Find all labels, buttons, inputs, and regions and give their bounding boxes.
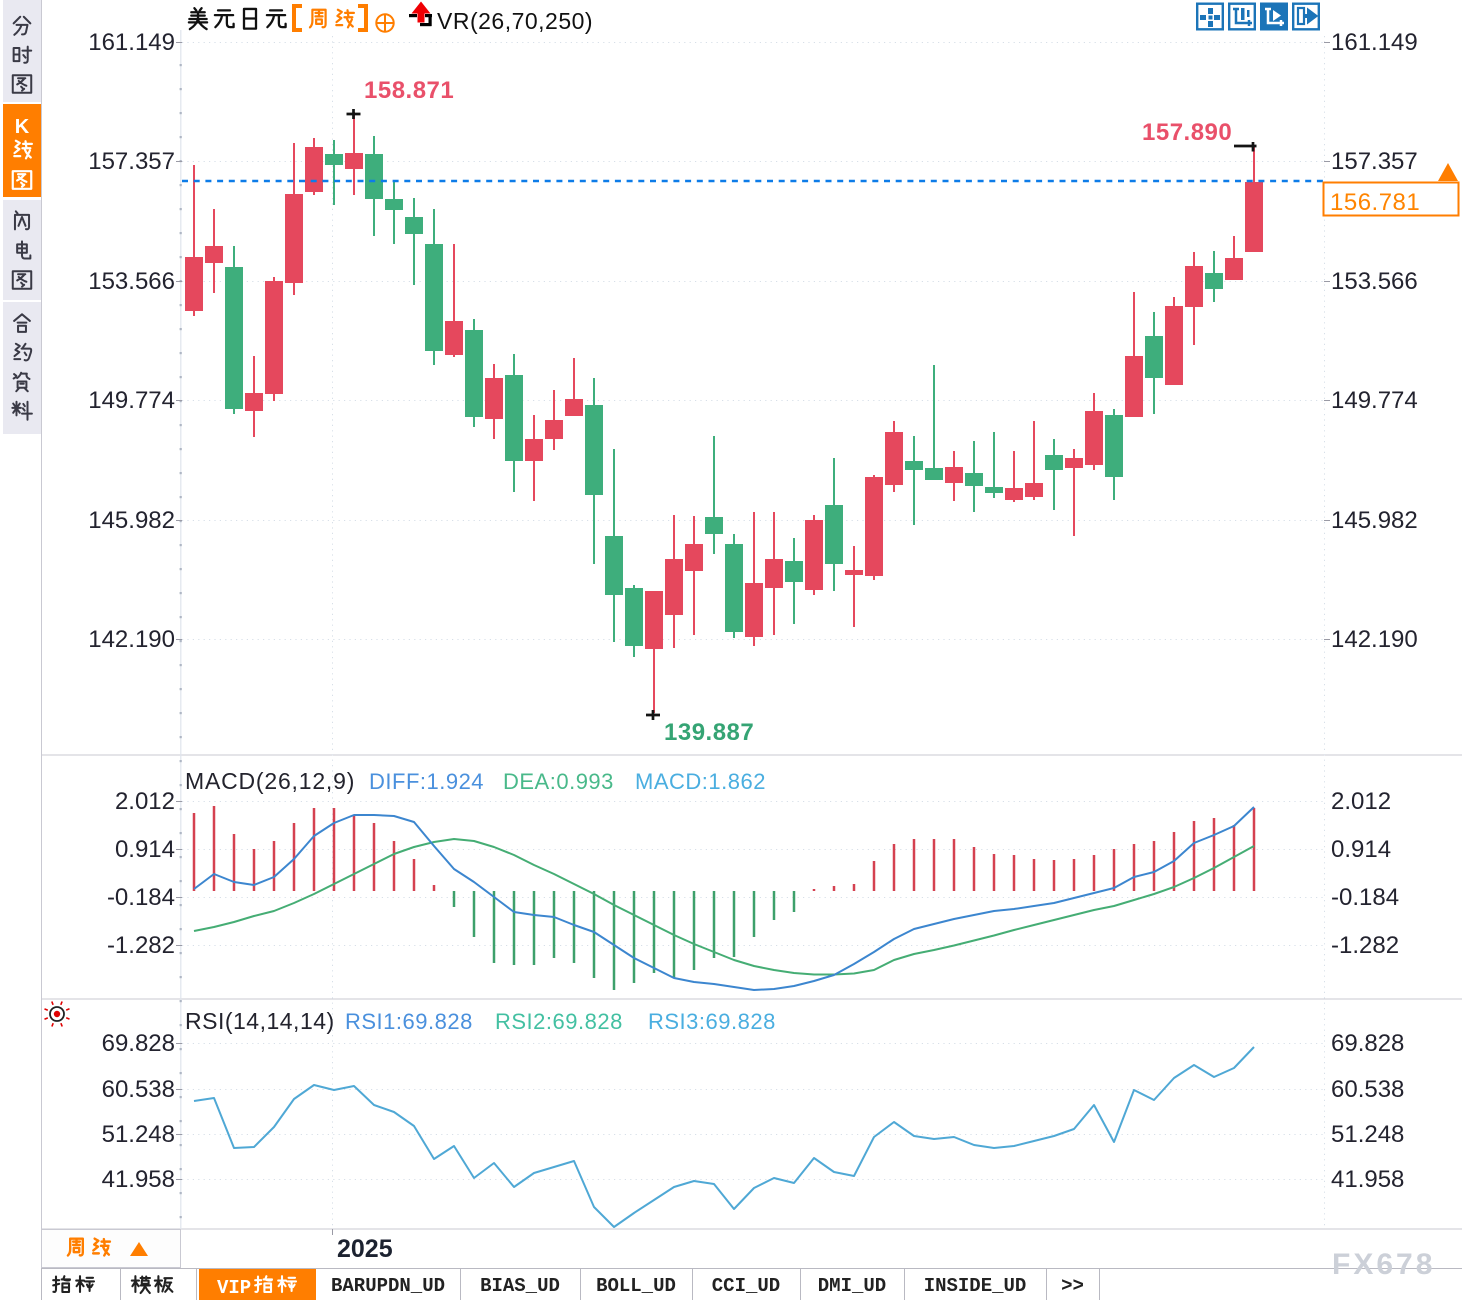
svg-text:RSI3:69.828: RSI3:69.828: [648, 1009, 776, 1034]
svg-text:145.982: 145.982: [1331, 507, 1418, 534]
svg-text:>>: >>: [1061, 1275, 1084, 1297]
svg-text:-0.184: -0.184: [1331, 884, 1399, 911]
svg-text:157.357: 157.357: [1331, 148, 1418, 175]
svg-text:BOLL_UD: BOLL_UD: [596, 1275, 676, 1297]
svg-text:41.958: 41.958: [102, 1166, 175, 1193]
svg-text:153.566: 153.566: [88, 268, 175, 295]
svg-text:157.357: 157.357: [88, 148, 175, 175]
svg-text:-1.282: -1.282: [1331, 932, 1399, 959]
svg-text:BARUPDN_UD: BARUPDN_UD: [331, 1275, 445, 1297]
svg-text:161.149: 161.149: [88, 29, 175, 56]
svg-text:MACD:1.862: MACD:1.862: [635, 769, 766, 794]
svg-text:INSIDE_UD: INSIDE_UD: [924, 1275, 1027, 1297]
svg-text:149.774: 149.774: [1331, 387, 1418, 414]
svg-text:RSI2:69.828: RSI2:69.828: [495, 1009, 623, 1034]
svg-text:51.248: 51.248: [102, 1121, 175, 1148]
svg-text:FX678: FX678: [1332, 1248, 1435, 1281]
svg-text:158.871: 158.871: [364, 77, 454, 104]
svg-text:161.149: 161.149: [1331, 29, 1418, 56]
svg-text:-0.184: -0.184: [107, 884, 175, 911]
svg-text:RSI(14,14,14): RSI(14,14,14): [185, 1008, 335, 1034]
svg-text:142.190: 142.190: [88, 626, 175, 653]
svg-text:CCI_UD: CCI_UD: [712, 1275, 780, 1297]
svg-text:DMI_UD: DMI_UD: [818, 1275, 886, 1297]
svg-text:MACD(26,12,9): MACD(26,12,9): [185, 768, 355, 794]
svg-text:51.248: 51.248: [1331, 1121, 1404, 1148]
svg-text:142.190: 142.190: [1331, 626, 1418, 653]
svg-text:149.774: 149.774: [88, 387, 175, 414]
svg-text:60.538: 60.538: [1331, 1076, 1404, 1103]
svg-text:VIP: VIP: [217, 1277, 251, 1299]
svg-text:157.890: 157.890: [1142, 119, 1232, 146]
svg-text:DEA:0.993: DEA:0.993: [503, 769, 614, 794]
svg-text:0.914: 0.914: [1331, 836, 1391, 863]
svg-text:-1.282: -1.282: [107, 932, 175, 959]
svg-text:139.887: 139.887: [664, 719, 754, 746]
svg-text:2.012: 2.012: [1331, 788, 1391, 815]
svg-text:156.781: 156.781: [1330, 189, 1420, 216]
svg-text:2025: 2025: [337, 1235, 393, 1263]
svg-text:41.958: 41.958: [1331, 1166, 1404, 1193]
svg-text:0.914: 0.914: [115, 836, 175, 863]
svg-text:BIAS_UD: BIAS_UD: [480, 1275, 560, 1297]
svg-text:VR(26,70,250): VR(26,70,250): [437, 8, 593, 34]
svg-text:69.828: 69.828: [102, 1030, 175, 1057]
svg-text:RSI1:69.828: RSI1:69.828: [345, 1009, 473, 1034]
svg-text:60.538: 60.538: [102, 1076, 175, 1103]
svg-text:69.828: 69.828: [1331, 1030, 1404, 1057]
svg-text:153.566: 153.566: [1331, 268, 1418, 295]
svg-text:145.982: 145.982: [88, 507, 175, 534]
svg-text:K: K: [15, 116, 30, 138]
svg-text:DIFF:1.924: DIFF:1.924: [369, 769, 484, 794]
svg-text:2.012: 2.012: [115, 788, 175, 815]
